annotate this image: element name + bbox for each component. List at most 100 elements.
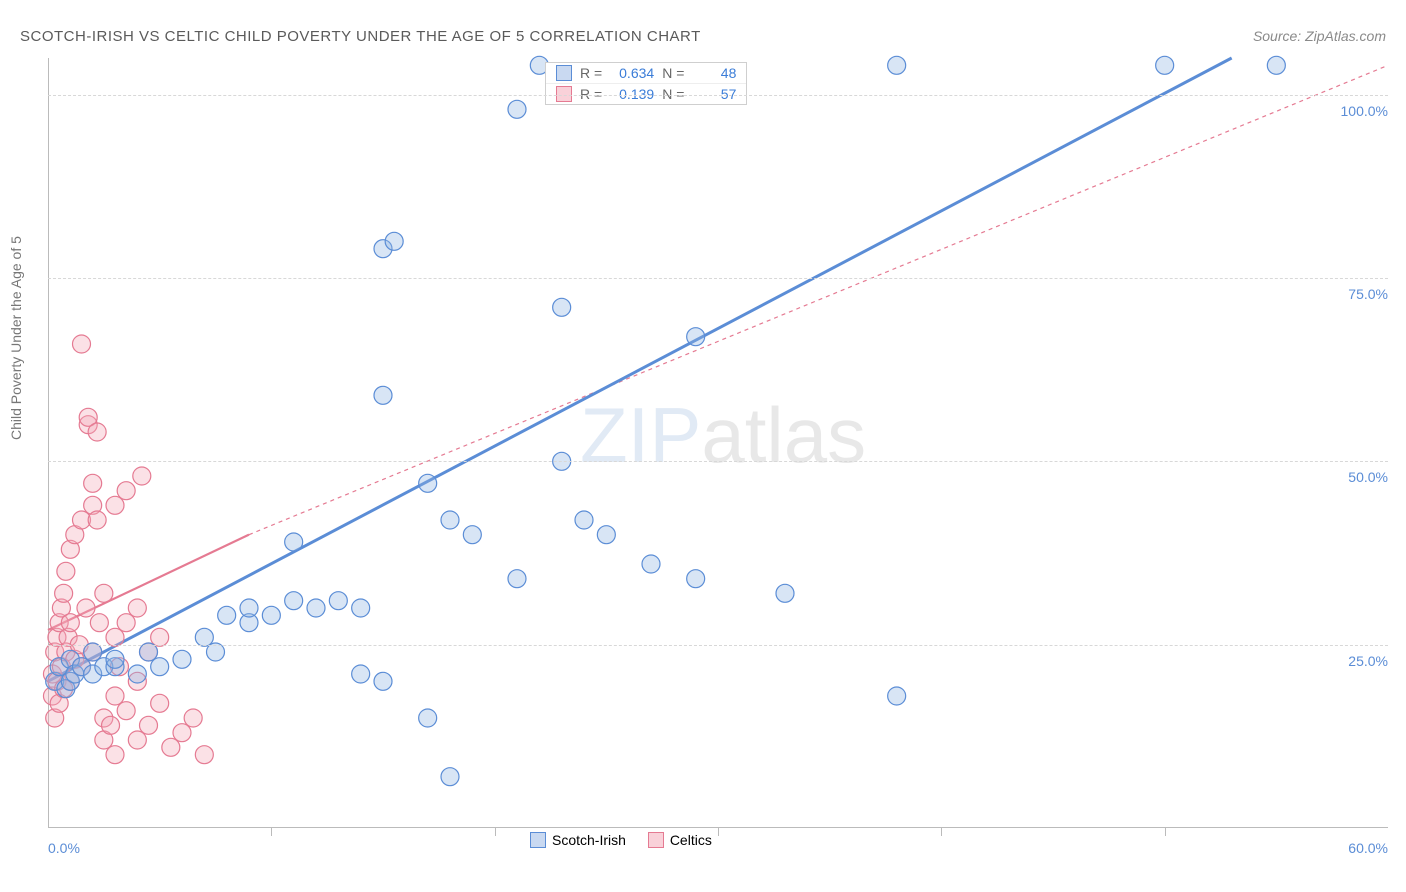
- data-point: [128, 665, 146, 683]
- data-point: [776, 584, 794, 602]
- stats-label-n: N =: [662, 65, 684, 81]
- data-point: [1156, 56, 1174, 74]
- data-point: [162, 738, 180, 756]
- data-point: [374, 386, 392, 404]
- data-point: [285, 592, 303, 610]
- data-point: [553, 298, 571, 316]
- data-point: [352, 599, 370, 617]
- ytick-label: 100.0%: [1341, 103, 1388, 119]
- chart-title: SCOTCH-IRISH VS CELTIC CHILD POVERTY UND…: [20, 28, 701, 45]
- correlation-chart: SCOTCH-IRISH VS CELTIC CHILD POVERTY UND…: [0, 0, 1406, 892]
- legend-label-celtics: Celtics: [670, 832, 712, 848]
- data-point: [385, 232, 403, 250]
- data-point: [84, 474, 102, 492]
- data-point: [88, 511, 106, 529]
- data-point: [352, 665, 370, 683]
- xtick-mark: [941, 828, 942, 836]
- legend-item-scotch-irish: Scotch-Irish: [530, 832, 626, 848]
- data-point: [151, 628, 169, 646]
- stats-row-celtics: R = 0.139 N = 57: [546, 83, 746, 104]
- stats-r-scotch-irish: 0.634: [610, 65, 654, 81]
- xtick-mark: [495, 828, 496, 836]
- data-point: [441, 768, 459, 786]
- data-point: [102, 716, 120, 734]
- data-point: [61, 614, 79, 632]
- gridline-y: [48, 95, 1388, 96]
- data-point: [88, 423, 106, 441]
- xtick-mark: [1165, 828, 1166, 836]
- data-point: [307, 599, 325, 617]
- data-point: [117, 702, 135, 720]
- data-point: [151, 658, 169, 676]
- data-point: [117, 482, 135, 500]
- regression-line: [48, 58, 1232, 681]
- data-point: [508, 100, 526, 118]
- data-point: [77, 599, 95, 617]
- data-point: [106, 496, 124, 514]
- data-point: [84, 643, 102, 661]
- data-point: [419, 474, 437, 492]
- stats-box: R = 0.634 N = 48 R = 0.139 N = 57: [545, 62, 747, 105]
- ytick-label: 25.0%: [1348, 653, 1388, 669]
- xtick-0: 0.0%: [48, 840, 80, 856]
- gridline-y: [48, 278, 1388, 279]
- data-point: [140, 643, 158, 661]
- data-point: [133, 467, 151, 485]
- xtick-mark: [271, 828, 272, 836]
- ytick-label: 50.0%: [1348, 469, 1388, 485]
- scatter-svg: [48, 58, 1388, 828]
- data-point: [262, 606, 280, 624]
- legend-item-celtics: Celtics: [648, 832, 712, 848]
- data-point: [240, 599, 258, 617]
- data-point: [57, 562, 75, 580]
- legend-swatch-pink: [648, 832, 664, 848]
- regression-line: [249, 65, 1388, 534]
- data-point: [1267, 56, 1285, 74]
- data-point: [106, 746, 124, 764]
- data-point: [888, 687, 906, 705]
- data-point: [374, 672, 392, 690]
- stats-n-scotch-irish: 48: [692, 65, 736, 81]
- data-point: [151, 694, 169, 712]
- data-point: [285, 533, 303, 551]
- data-point: [463, 526, 481, 544]
- data-point: [888, 56, 906, 74]
- data-point: [441, 511, 459, 529]
- gridline-y: [48, 645, 1388, 646]
- ytick-label: 75.0%: [1348, 286, 1388, 302]
- stats-row-scotch-irish: R = 0.634 N = 48: [546, 63, 746, 83]
- data-point: [95, 584, 113, 602]
- data-point: [140, 716, 158, 734]
- stats-swatch-blue: [556, 65, 572, 81]
- legend-swatch-blue: [530, 832, 546, 848]
- data-point: [508, 570, 526, 588]
- data-point: [128, 731, 146, 749]
- stats-label-r: R =: [580, 65, 602, 81]
- legend: Scotch-Irish Celtics: [530, 832, 730, 851]
- data-point: [173, 650, 191, 668]
- data-point: [575, 511, 593, 529]
- data-point: [687, 328, 705, 346]
- source-credit: Source: ZipAtlas.com: [1253, 28, 1386, 44]
- data-point: [329, 592, 347, 610]
- data-point: [90, 614, 108, 632]
- data-point: [128, 599, 146, 617]
- data-point: [184, 709, 202, 727]
- gridline-y: [48, 461, 1388, 462]
- data-point: [106, 687, 124, 705]
- data-point: [218, 606, 236, 624]
- data-point: [195, 746, 213, 764]
- legend-label-scotch-irish: Scotch-Irish: [552, 832, 626, 848]
- data-point: [73, 335, 91, 353]
- data-point: [195, 628, 213, 646]
- data-point: [55, 584, 73, 602]
- data-point: [173, 724, 191, 742]
- xtick-mark: [718, 828, 719, 836]
- xtick-60: 60.0%: [1348, 840, 1388, 856]
- data-point: [106, 650, 124, 668]
- data-point: [597, 526, 615, 544]
- data-point: [207, 643, 225, 661]
- data-point: [106, 628, 124, 646]
- data-point: [419, 709, 437, 727]
- data-point: [642, 555, 660, 573]
